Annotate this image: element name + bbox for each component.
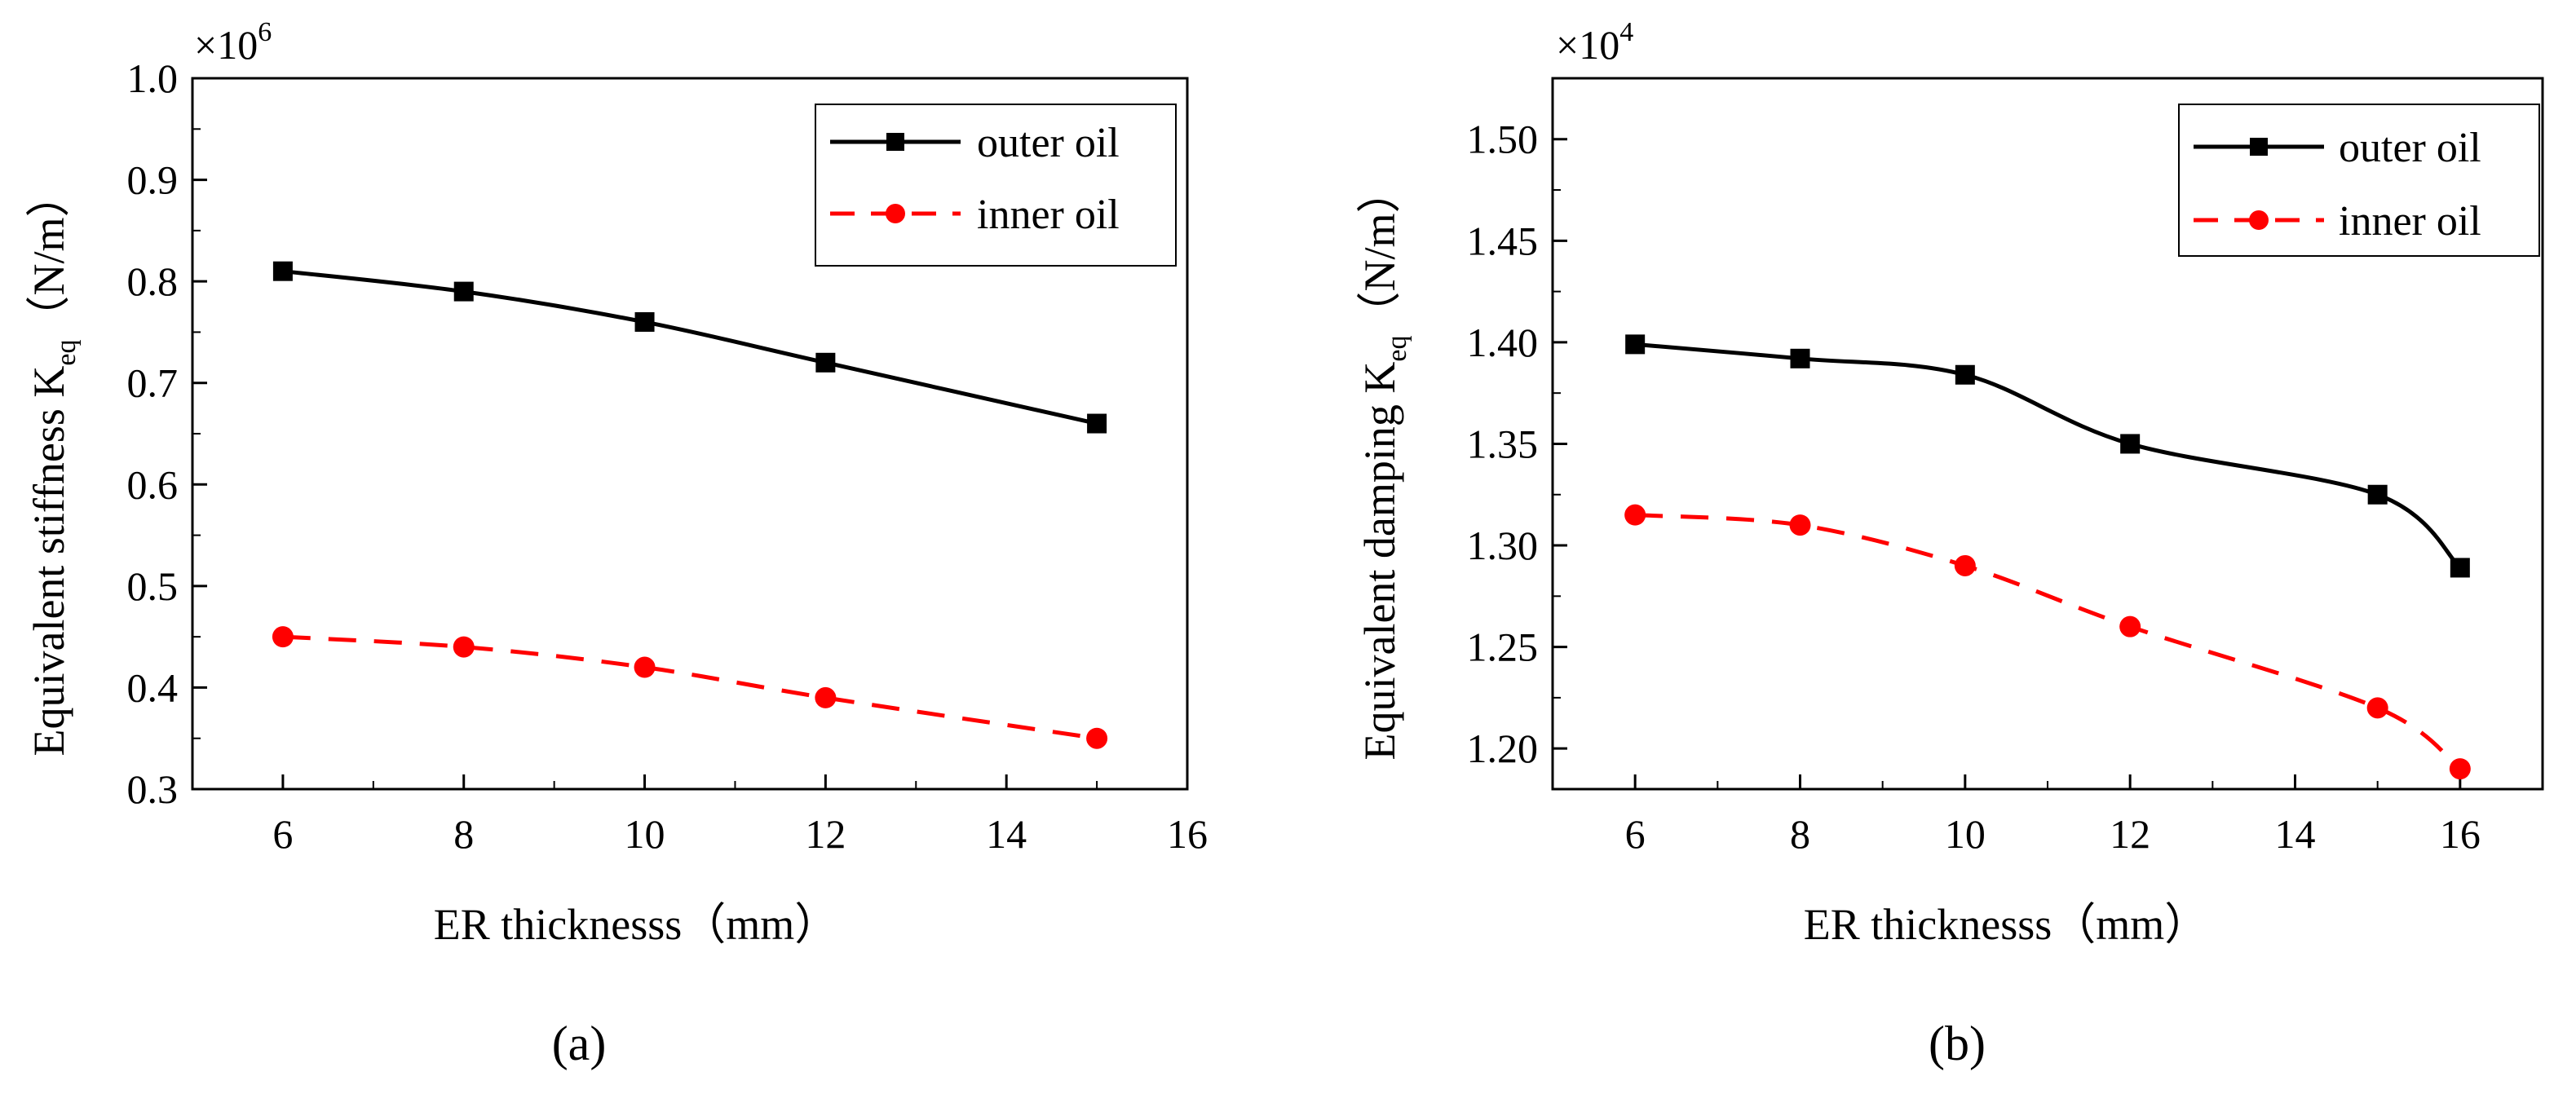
x-tick-label: 14 — [986, 811, 1027, 857]
y-tick-label: 0.7 — [127, 360, 179, 406]
plot-frame — [191, 77, 1189, 791]
x-axis-label: ER thicknesss（mm） — [434, 900, 839, 949]
y-tick-label: 1.0 — [127, 55, 179, 101]
x-tick-label: 8 — [1790, 811, 1810, 857]
y-tick-label: 0.5 — [127, 563, 179, 609]
data-point-inner-oil — [1086, 727, 1108, 749]
tick-labels: 6 8 10 12 14 16 1.20 1.25 1.30 1.35 1.40 1.45 1.50 — [1467, 117, 2481, 857]
x-tick-label: 12 — [2110, 811, 2150, 857]
x-tick-label: 16 — [1167, 811, 1208, 857]
y-tick-label: 0.3 — [127, 766, 179, 812]
data-point-outer-oil — [1955, 364, 1975, 385]
legend-box — [815, 104, 1177, 267]
legend: outer oil inner oil — [815, 104, 1177, 267]
data-point-outer-oil — [815, 352, 836, 373]
data-point-inner-oil — [2119, 615, 2141, 637]
y-tick-label: 1.50 — [1467, 117, 1539, 162]
data-point-outer-oil — [1625, 334, 1646, 355]
x-tick-label: 6 — [1625, 811, 1646, 857]
y-tick-label: 1.35 — [1467, 421, 1539, 466]
data-point-outer-oil — [1790, 348, 1810, 368]
legend-label-outer-oil: outer oil — [2339, 125, 2481, 171]
y-multiplier: ×104 — [1556, 17, 1633, 68]
x-tick-label: 16 — [2440, 811, 2481, 857]
y-tick-label: 1.45 — [1467, 218, 1539, 263]
legend-label-inner-oil: inner oil — [977, 192, 1120, 238]
series-markers — [1624, 334, 2471, 780]
y-tick-label: 0.6 — [127, 461, 179, 507]
legend-label-inner-oil: inner oil — [2339, 198, 2481, 245]
y-tick-label: 1.20 — [1467, 726, 1539, 771]
legend-label-outer-oil: outer oil — [977, 120, 1120, 166]
axis-ticks — [1552, 138, 2543, 789]
data-point-outer-oil — [2120, 434, 2141, 454]
legend-marker-inner-oil — [886, 204, 905, 223]
plot-frame — [1551, 77, 2544, 791]
x-tick-label: 14 — [2275, 811, 2316, 857]
chart-panel-a: 6 8 10 12 14 160.30.40.50.60.70.80.91.0 ×106 … — [24, 17, 1208, 1070]
tick-labels: 6 8 10 12 14 16 0.3 0.4 0.5 0.6 0.7 0.8 0.9 1.0 — [127, 55, 1208, 857]
legend: outer oil inner oil — [2178, 104, 2540, 257]
y-multiplier: ×106 — [194, 17, 272, 68]
data-point-inner-oil — [1624, 504, 1646, 526]
y-tick-label: 1.25 — [1467, 624, 1539, 670]
data-point-inner-oil — [2449, 758, 2471, 780]
x-tick-label: 12 — [805, 811, 846, 857]
data-point-outer-oil — [2367, 484, 2388, 505]
series-markers — [272, 261, 1108, 749]
data-point-outer-oil — [453, 281, 474, 302]
x-axis-label: ER thicknesss（mm） — [1804, 900, 2209, 949]
legend-marker-outer-oil — [886, 133, 904, 151]
series-line-outer-oil — [282, 269, 1098, 426]
x-tick-label: 6 — [272, 811, 293, 857]
series-lines — [1634, 342, 2462, 771]
series-line-inner-oil — [1635, 513, 2462, 771]
panel-caption: (b) — [1929, 1017, 1986, 1070]
panel-caption: (a) — [552, 1017, 607, 1070]
legend-marker-inner-oil — [2249, 210, 2269, 230]
data-point-inner-oil — [1789, 514, 1811, 536]
data-point-inner-oil — [1954, 554, 1976, 576]
x-tick-label: 10 — [625, 811, 665, 857]
data-point-inner-oil — [815, 686, 837, 708]
data-point-inner-oil — [453, 636, 475, 658]
data-point-inner-oil — [272, 626, 294, 648]
series-line-inner-oil — [282, 634, 1098, 741]
y-tick-label: 1.30 — [1467, 523, 1539, 568]
y-axis-label: Equivalent stiffness Keq（N/m） — [24, 173, 82, 756]
data-point-inner-oil — [634, 656, 656, 678]
y-tick-label: 0.4 — [127, 664, 179, 710]
series-lines — [282, 269, 1098, 741]
data-point-outer-oil — [2450, 558, 2470, 578]
y-tick-label: 1.40 — [1467, 320, 1539, 365]
chart-panel-b: 6 8 10 12 14 16 1.20 1.25 1.30 1.35 1.40 1.45 1.50 ×… — [1355, 17, 2544, 1070]
data-point-outer-oil — [634, 311, 655, 332]
series-line-outer-oil — [1634, 342, 2462, 570]
y-tick-label: 0.8 — [127, 258, 179, 304]
x-tick-label: 10 — [1945, 811, 1986, 857]
y-axis-label: Equivalent damping Keq（N/m） — [1355, 169, 1412, 760]
data-point-inner-oil — [2366, 697, 2388, 719]
data-point-outer-oil — [272, 261, 293, 281]
legend-marker-outer-oil — [2250, 138, 2268, 156]
legend-box — [2178, 104, 2540, 257]
data-point-outer-oil — [1087, 413, 1107, 434]
x-tick-label: 8 — [453, 811, 474, 857]
y-tick-label: 0.9 — [127, 157, 179, 203]
